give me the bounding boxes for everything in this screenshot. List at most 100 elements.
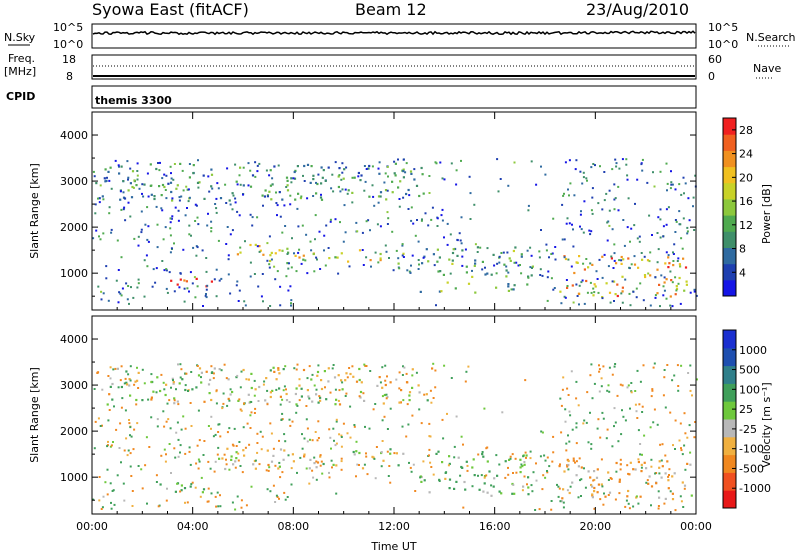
scatter-cell [221, 407, 224, 410]
scatter-cell [585, 258, 588, 260]
scatter-cell [164, 226, 167, 229]
colorbar-tick-label: -25 [739, 423, 757, 436]
scatter-cell [442, 437, 445, 440]
scatter-cell [621, 409, 623, 412]
scatter-cell [340, 436, 343, 438]
scatter-cell [675, 289, 678, 292]
scatter-cell [401, 244, 404, 247]
scatter-cell [402, 399, 405, 402]
scatter-cell [383, 181, 386, 184]
scatter-cell [121, 397, 124, 400]
scatter-cell [242, 368, 245, 372]
scatter-cell [529, 457, 532, 460]
scatter-cell [587, 266, 590, 269]
power-frame [91, 111, 697, 311]
scatter-cell [338, 403, 342, 406]
scatter-cell [258, 463, 261, 466]
scatter-cell [534, 509, 537, 511]
scatter-cell [245, 378, 248, 381]
scatter-cell [405, 435, 408, 438]
scatter-cell [198, 439, 201, 442]
scatter-cell [663, 376, 666, 379]
scatter-cell [302, 254, 305, 257]
scatter-cell [147, 240, 150, 243]
scatter-cell [658, 283, 661, 286]
scatter-cell [290, 181, 293, 184]
scatter-cell [646, 479, 649, 482]
scatter-cell [590, 209, 593, 212]
scatter-cell [365, 452, 367, 455]
scatter-cell [348, 367, 351, 369]
scatter-cell [173, 242, 175, 245]
scatter-cell [309, 240, 312, 243]
scatter-cell [621, 384, 624, 387]
scatter-cell [277, 164, 280, 167]
colorbar-swatch [723, 166, 736, 184]
scatter-cell [666, 364, 669, 366]
scatter-cell [189, 402, 192, 404]
scatter-cell [582, 176, 585, 179]
scatter-cell [107, 375, 110, 377]
scatter-cell [276, 204, 279, 207]
scatter-cell [603, 171, 606, 173]
scatter-cell [142, 195, 145, 198]
scatter-cell [356, 463, 359, 466]
scatter-cell [541, 488, 544, 491]
scatter-cell [662, 285, 665, 288]
scatter-cell [659, 218, 662, 221]
scatter-cell [247, 378, 250, 381]
scatter-cell [432, 253, 435, 256]
scatter-cell [529, 246, 532, 249]
scatter-cell [507, 271, 510, 274]
scatter-cell [687, 197, 690, 200]
scatter-cell [386, 396, 389, 398]
scatter-cell [258, 162, 261, 165]
scatter-cell [337, 272, 340, 275]
scatter-cell [497, 190, 500, 193]
scatter-cell [693, 290, 696, 293]
scatter-cell [352, 375, 355, 378]
scatter-cell [513, 284, 516, 287]
nsky-strip: N.Sky 10^5 10^0 10^5 10^0 N.Search [4, 21, 796, 51]
scatter-cell [398, 387, 401, 390]
scatter-cell [365, 365, 368, 367]
scatter-cell [129, 167, 132, 170]
scatter-cell [125, 381, 128, 384]
scatter-cell [307, 395, 310, 398]
scatter-cell [192, 164, 195, 167]
scatter-cell [298, 248, 301, 251]
scatter-cell [120, 365, 123, 368]
scatter-cell [422, 460, 425, 463]
scatter-cell [293, 367, 296, 370]
scatter-cell [630, 263, 633, 266]
scatter-cell [265, 169, 268, 172]
scatter-cell [279, 215, 282, 218]
scatter-cell [634, 403, 637, 406]
scatter-cell [522, 485, 525, 488]
scatter-cell [113, 503, 116, 506]
colorbar-tick-label: 4 [739, 266, 746, 279]
scatter-cell [434, 369, 437, 372]
scatter-cell [110, 444, 113, 447]
scatter-cell [185, 185, 188, 188]
scatter-cell [189, 271, 192, 274]
scatter-cell [566, 489, 569, 492]
scatter-cell [332, 463, 335, 466]
scatter-cell [184, 372, 187, 375]
scatter-cell [120, 256, 123, 259]
scatter-cell [194, 220, 197, 222]
scatter-cell [473, 474, 476, 477]
scatter-cell [552, 435, 555, 438]
scatter-cell [141, 368, 144, 371]
scatter-cell [629, 407, 631, 410]
scatter-cell [122, 191, 125, 194]
scatter-cell [268, 263, 271, 266]
scatter-cell [464, 248, 467, 251]
scatter-cell [296, 404, 299, 407]
scatter-cell [290, 467, 293, 470]
scatter-cell [157, 162, 159, 164]
scatter-cell [171, 197, 174, 200]
scatter-cell [247, 162, 250, 165]
